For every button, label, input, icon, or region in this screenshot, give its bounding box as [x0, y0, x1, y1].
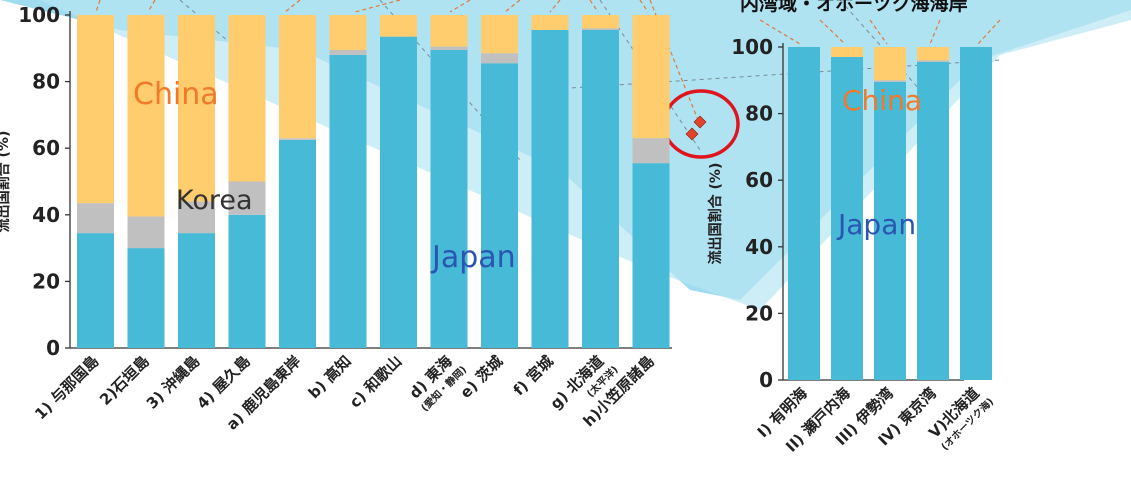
y-tick-label: 0	[759, 368, 773, 392]
bar-china	[127, 15, 165, 217]
category-label: 3) 沖縄島	[143, 352, 203, 412]
bar-china	[228, 15, 266, 182]
bar-korea	[329, 49, 367, 55]
category-label: 1) 与那国島	[31, 352, 102, 423]
bar-japan	[127, 248, 165, 348]
bar-korea	[582, 28, 619, 30]
bar-japan	[481, 63, 518, 348]
y-tick-label: 100	[18, 3, 60, 27]
bar-china	[279, 15, 316, 139]
y-axis-label: 流出国割合 (%)	[0, 131, 12, 233]
bar-japan	[430, 49, 468, 349]
y-tick-label: 80	[745, 102, 773, 126]
bar-japan	[178, 233, 215, 348]
bar-korea	[632, 138, 670, 164]
bar-china	[874, 47, 906, 81]
y-tick-label: 40	[32, 203, 60, 227]
y-tick-label: 40	[745, 235, 773, 259]
category-label: b) 高知	[305, 352, 355, 402]
diamond-marker	[693, 115, 707, 129]
bar-korea	[279, 138, 316, 140]
bar-china	[77, 15, 114, 204]
bar-japan	[917, 61, 949, 381]
y-tick-label: 100	[731, 35, 773, 59]
bar-korea	[917, 60, 949, 62]
bar-china	[632, 15, 670, 139]
bar-korea	[481, 53, 518, 64]
top-right-caption: 内湾域・オホーツク海海岸	[740, 0, 968, 15]
overlay-label-korea: Korea	[176, 185, 253, 216]
bar-china	[329, 15, 367, 50]
bar-japan	[279, 139, 316, 348]
y-tick-label: 80	[32, 70, 60, 94]
category-label: f) 宮城	[510, 352, 557, 399]
bar-korea	[127, 216, 165, 249]
bar-china	[917, 47, 949, 61]
bar-japan	[228, 214, 266, 348]
y-tick-label: 0	[46, 336, 60, 360]
bar-japan	[77, 233, 114, 348]
bar-japan	[329, 54, 367, 349]
bar-korea	[77, 203, 114, 234]
bar-japan	[788, 47, 820, 380]
y-tick-label: 20	[32, 269, 60, 293]
y-axis-label: 流出国割合 (%)	[707, 163, 724, 265]
overlay-label-china: China	[842, 84, 922, 117]
bar-china	[831, 47, 863, 57]
bar-japan	[874, 81, 906, 380]
bar-korea	[430, 46, 468, 50]
bar-japan	[960, 47, 992, 380]
y-tick-label: 60	[745, 168, 773, 192]
bar-japan	[531, 29, 569, 349]
overlay-label-japan: Japan	[836, 208, 916, 241]
bar-china	[178, 15, 215, 202]
bar-japan	[582, 29, 619, 349]
diamond-marker	[685, 127, 699, 141]
bar-china	[481, 15, 518, 54]
bar-korea	[874, 80, 906, 82]
overlay-label-china: China	[133, 77, 219, 112]
bar-japan	[380, 36, 417, 349]
bar-china	[582, 15, 619, 29]
y-tick-label: 60	[32, 136, 60, 160]
bar-china	[430, 15, 468, 47]
bar-korea	[178, 201, 215, 234]
bar-japan	[831, 56, 863, 381]
bar-korea	[228, 181, 266, 215]
y-tick-label: 20	[745, 301, 773, 325]
category-label: c) 和歌山	[346, 352, 405, 411]
bar-japan	[632, 163, 670, 348]
bar-china	[380, 15, 417, 37]
bar-china	[531, 15, 569, 30]
overlay-label-japan: Japan	[430, 240, 516, 275]
